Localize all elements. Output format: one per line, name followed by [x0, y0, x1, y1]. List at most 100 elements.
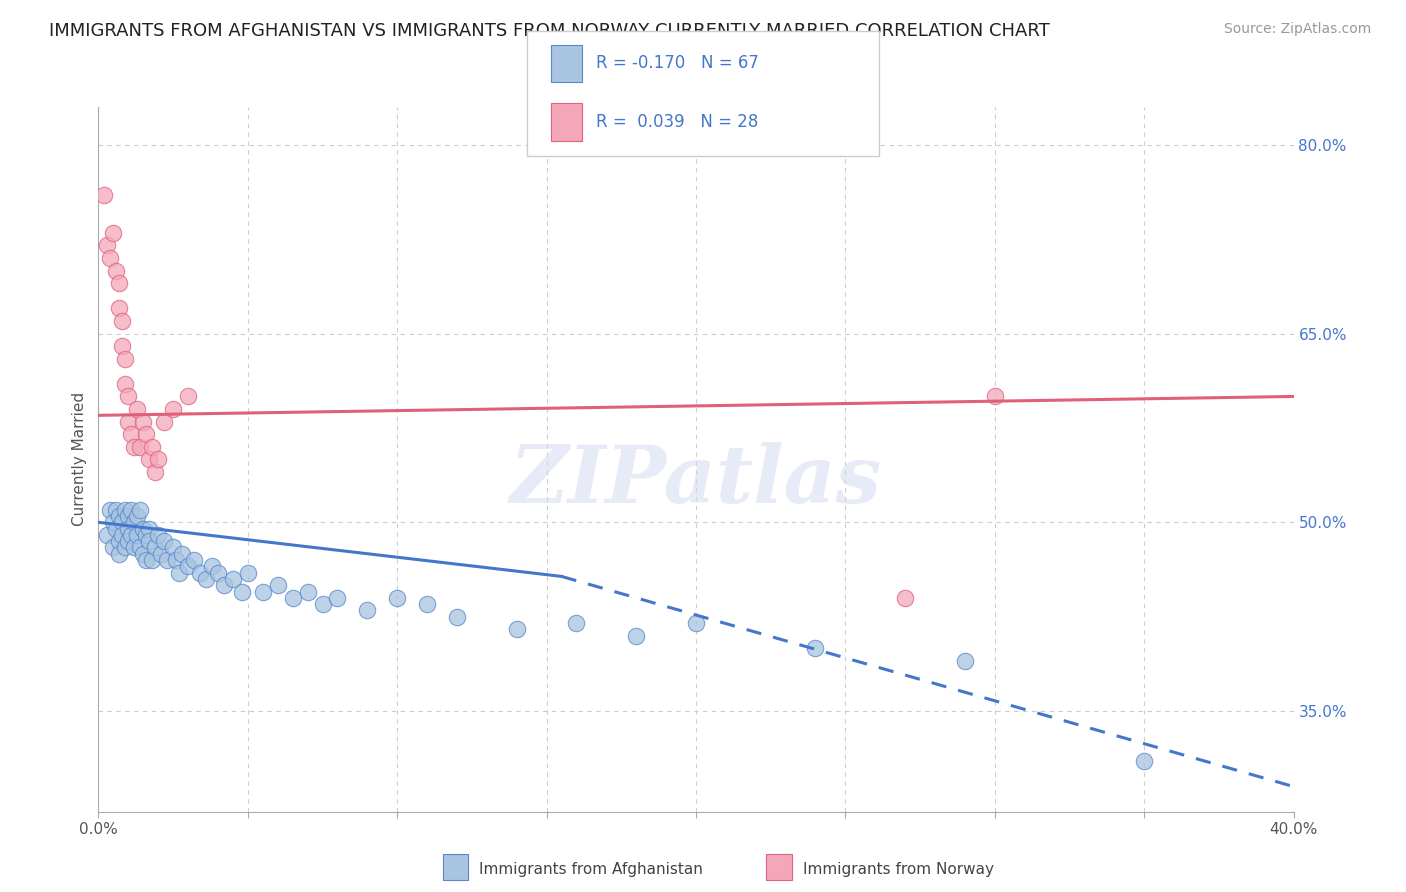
Point	[117, 389, 139, 403]
Point	[148, 452, 170, 467]
Point	[129, 541, 152, 555]
Y-axis label: Currently Married: Currently Married	[72, 392, 87, 526]
Point	[114, 502, 136, 516]
Point	[135, 427, 157, 442]
Point	[150, 547, 173, 561]
Point	[129, 502, 152, 516]
Point	[117, 522, 139, 536]
Text: R =  0.039   N = 28: R = 0.039 N = 28	[596, 113, 758, 131]
Point	[222, 572, 245, 586]
Point	[132, 522, 155, 536]
Point	[105, 522, 128, 536]
Point	[201, 559, 224, 574]
Point	[98, 502, 122, 516]
Point	[207, 566, 229, 580]
Point	[984, 389, 1007, 403]
Point	[267, 578, 290, 592]
Point	[103, 541, 125, 555]
Point	[98, 251, 122, 265]
Point	[135, 528, 157, 542]
Text: Immigrants from Afghanistan: Immigrants from Afghanistan	[479, 863, 703, 877]
Point	[148, 528, 170, 542]
Point	[565, 615, 588, 630]
Point	[143, 465, 166, 479]
Point	[108, 508, 131, 523]
Point	[96, 238, 118, 252]
Point	[212, 578, 235, 592]
Point	[127, 528, 149, 542]
Point	[804, 641, 827, 656]
Point	[172, 547, 194, 561]
Point	[141, 440, 163, 454]
Point	[103, 226, 125, 240]
Point	[132, 547, 155, 561]
Point	[311, 597, 333, 611]
Point	[177, 559, 200, 574]
Text: ZIPatlas: ZIPatlas	[510, 442, 882, 519]
Point	[506, 622, 529, 636]
Point	[165, 553, 187, 567]
Point	[231, 584, 253, 599]
Point	[356, 603, 378, 617]
Point	[416, 597, 439, 611]
Point	[132, 415, 155, 429]
Point	[138, 534, 160, 549]
Point	[385, 591, 409, 605]
Point	[103, 516, 125, 530]
Point	[894, 591, 917, 605]
Point	[236, 566, 259, 580]
Point	[195, 572, 218, 586]
Point	[93, 188, 115, 202]
Point	[120, 528, 142, 542]
Point	[114, 351, 136, 366]
Point	[127, 508, 149, 523]
Point	[141, 553, 163, 567]
Point	[135, 553, 157, 567]
Point	[281, 591, 304, 605]
Point	[143, 541, 166, 555]
Point	[129, 440, 152, 454]
Point	[446, 609, 468, 624]
Point	[297, 584, 319, 599]
Point	[953, 654, 976, 668]
Point	[162, 402, 184, 417]
Point	[252, 584, 274, 599]
Text: IMMIGRANTS FROM AFGHANISTAN VS IMMIGRANTS FROM NORWAY CURRENTLY MARRIED CORRELAT: IMMIGRANTS FROM AFGHANISTAN VS IMMIGRANT…	[49, 22, 1050, 40]
Point	[111, 528, 134, 542]
Point	[124, 541, 146, 555]
Point	[108, 534, 131, 549]
Point	[685, 615, 707, 630]
Point	[120, 427, 142, 442]
Text: R = -0.170   N = 67: R = -0.170 N = 67	[596, 54, 759, 72]
Point	[111, 516, 134, 530]
Point	[326, 591, 349, 605]
Point	[167, 566, 190, 580]
Point	[117, 508, 139, 523]
Point	[108, 547, 131, 561]
Point	[114, 541, 136, 555]
Point	[162, 541, 184, 555]
Point	[153, 415, 176, 429]
Point	[108, 277, 131, 291]
Point	[183, 553, 205, 567]
Point	[153, 534, 176, 549]
Point	[117, 415, 139, 429]
Point	[138, 522, 160, 536]
Point	[124, 440, 146, 454]
Point	[138, 452, 160, 467]
Point	[117, 534, 139, 549]
Point	[111, 314, 134, 328]
Point	[188, 566, 211, 580]
Point	[108, 301, 131, 316]
Point	[177, 389, 200, 403]
Point	[626, 628, 648, 642]
Point	[127, 402, 149, 417]
Point	[105, 502, 128, 516]
Point	[105, 263, 128, 277]
Point	[156, 553, 179, 567]
Point	[120, 502, 142, 516]
Text: Immigrants from Norway: Immigrants from Norway	[803, 863, 994, 877]
Point	[1133, 755, 1156, 769]
Point	[124, 516, 146, 530]
Point	[96, 528, 118, 542]
